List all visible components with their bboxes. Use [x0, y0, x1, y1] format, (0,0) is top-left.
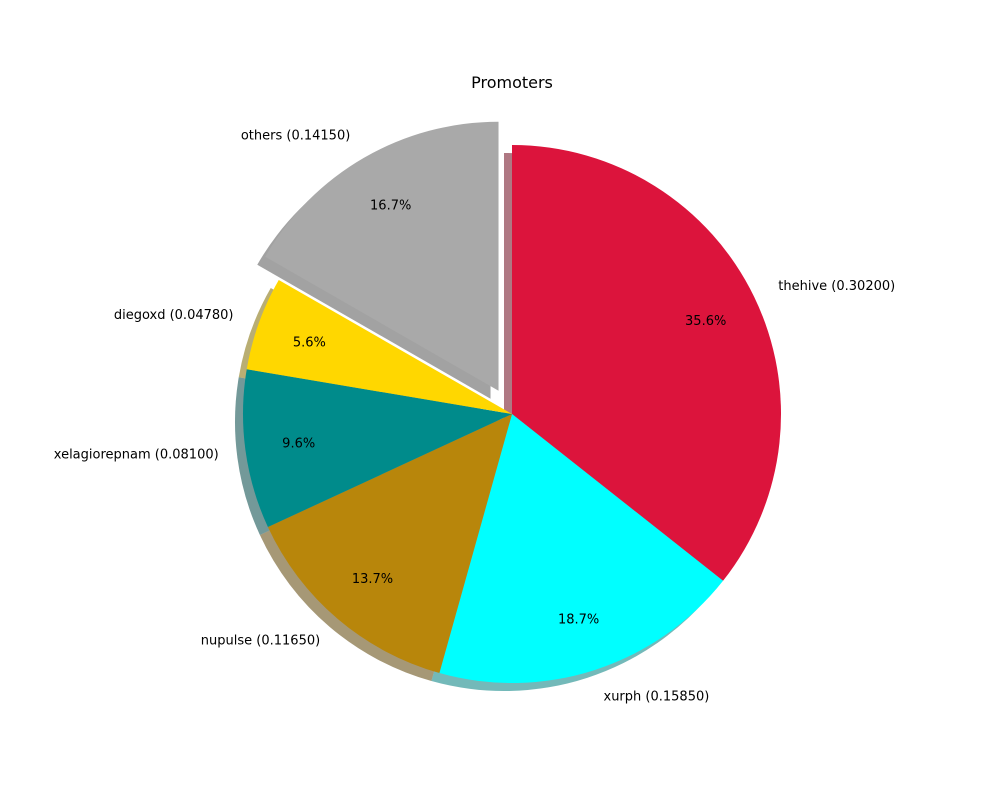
percent-label-xelagiorepnam: 9.6%: [282, 437, 315, 452]
percent-label-xurph: 18.7%: [558, 613, 599, 628]
slices: [242, 121, 782, 684]
slice-label-nupulse: nupulse (0.11650): [201, 633, 320, 648]
slice-label-thehive: thehive (0.30200): [778, 279, 895, 294]
percent-labels: 35.6% 18.7% 13.7% 9.6% 5.6% 16.7%: [282, 199, 726, 628]
slice-label-xelagiorepnam: xelagiorepnam (0.08100): [54, 447, 219, 462]
slice-label-diegoxd: diegoxd (0.04780): [114, 308, 234, 323]
slice-others: [265, 121, 499, 391]
slice-xurph: [439, 414, 724, 684]
slice-nupulse: [267, 414, 512, 674]
slice-thehive: [512, 145, 782, 581]
percent-label-nupulse: 13.7%: [352, 572, 393, 587]
percent-label-others: 16.7%: [370, 199, 411, 214]
slice-diegoxd: [246, 279, 513, 414]
slice-labels: thehive (0.30200) xurph (0.15850) nupulse …: [54, 129, 895, 705]
percent-label-diegoxd: 5.6%: [293, 335, 326, 350]
chart-title: Promoters: [471, 73, 553, 92]
percent-label-thehive: 35.6%: [685, 314, 726, 329]
slice-label-xurph: xurph (0.15850): [604, 689, 710, 704]
slice-label-others: others (0.14150): [241, 129, 350, 144]
slice-xelagiorepnam: [242, 369, 512, 528]
